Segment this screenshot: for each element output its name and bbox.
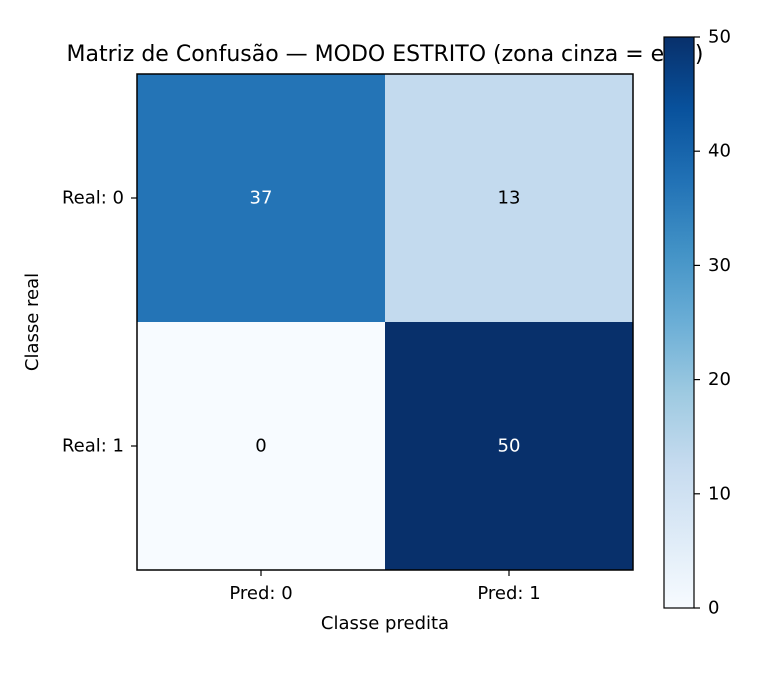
colorbar-ticks: 0 10 20 30 40 50 bbox=[694, 27, 731, 619]
cell-value-label: 13 bbox=[498, 188, 521, 209]
y-axis-ticks: Real: 0 Real: 1 bbox=[62, 188, 137, 457]
heatmap-cells bbox=[137, 74, 634, 571]
cell-value-label: 37 bbox=[250, 188, 273, 209]
colorbar bbox=[664, 37, 694, 608]
colorbar-tick-label: 50 bbox=[708, 27, 731, 48]
x-axis-label: Classe predita bbox=[321, 613, 449, 634]
colorbar-tick-label: 40 bbox=[708, 141, 731, 162]
x-axis-ticks: Pred: 0 Pred: 1 bbox=[229, 570, 540, 604]
cell-value-label: 0 bbox=[255, 436, 266, 457]
x-tick-label: Pred: 0 bbox=[229, 583, 292, 604]
y-tick-label: Real: 0 bbox=[62, 188, 124, 209]
chart-title: Matriz de Confusão — MODO ESTRITO (zona … bbox=[67, 42, 704, 67]
y-axis-label: Classe real bbox=[22, 273, 43, 371]
colorbar-tick-label: 0 bbox=[708, 598, 719, 619]
colorbar-tick-label: 10 bbox=[708, 483, 731, 504]
colorbar-tick-label: 30 bbox=[708, 255, 731, 276]
x-tick-label: Pred: 1 bbox=[477, 583, 540, 604]
cell-value-label: 50 bbox=[498, 436, 521, 457]
y-tick-label: Real: 1 bbox=[62, 436, 124, 457]
colorbar-tick-label: 20 bbox=[708, 369, 731, 390]
